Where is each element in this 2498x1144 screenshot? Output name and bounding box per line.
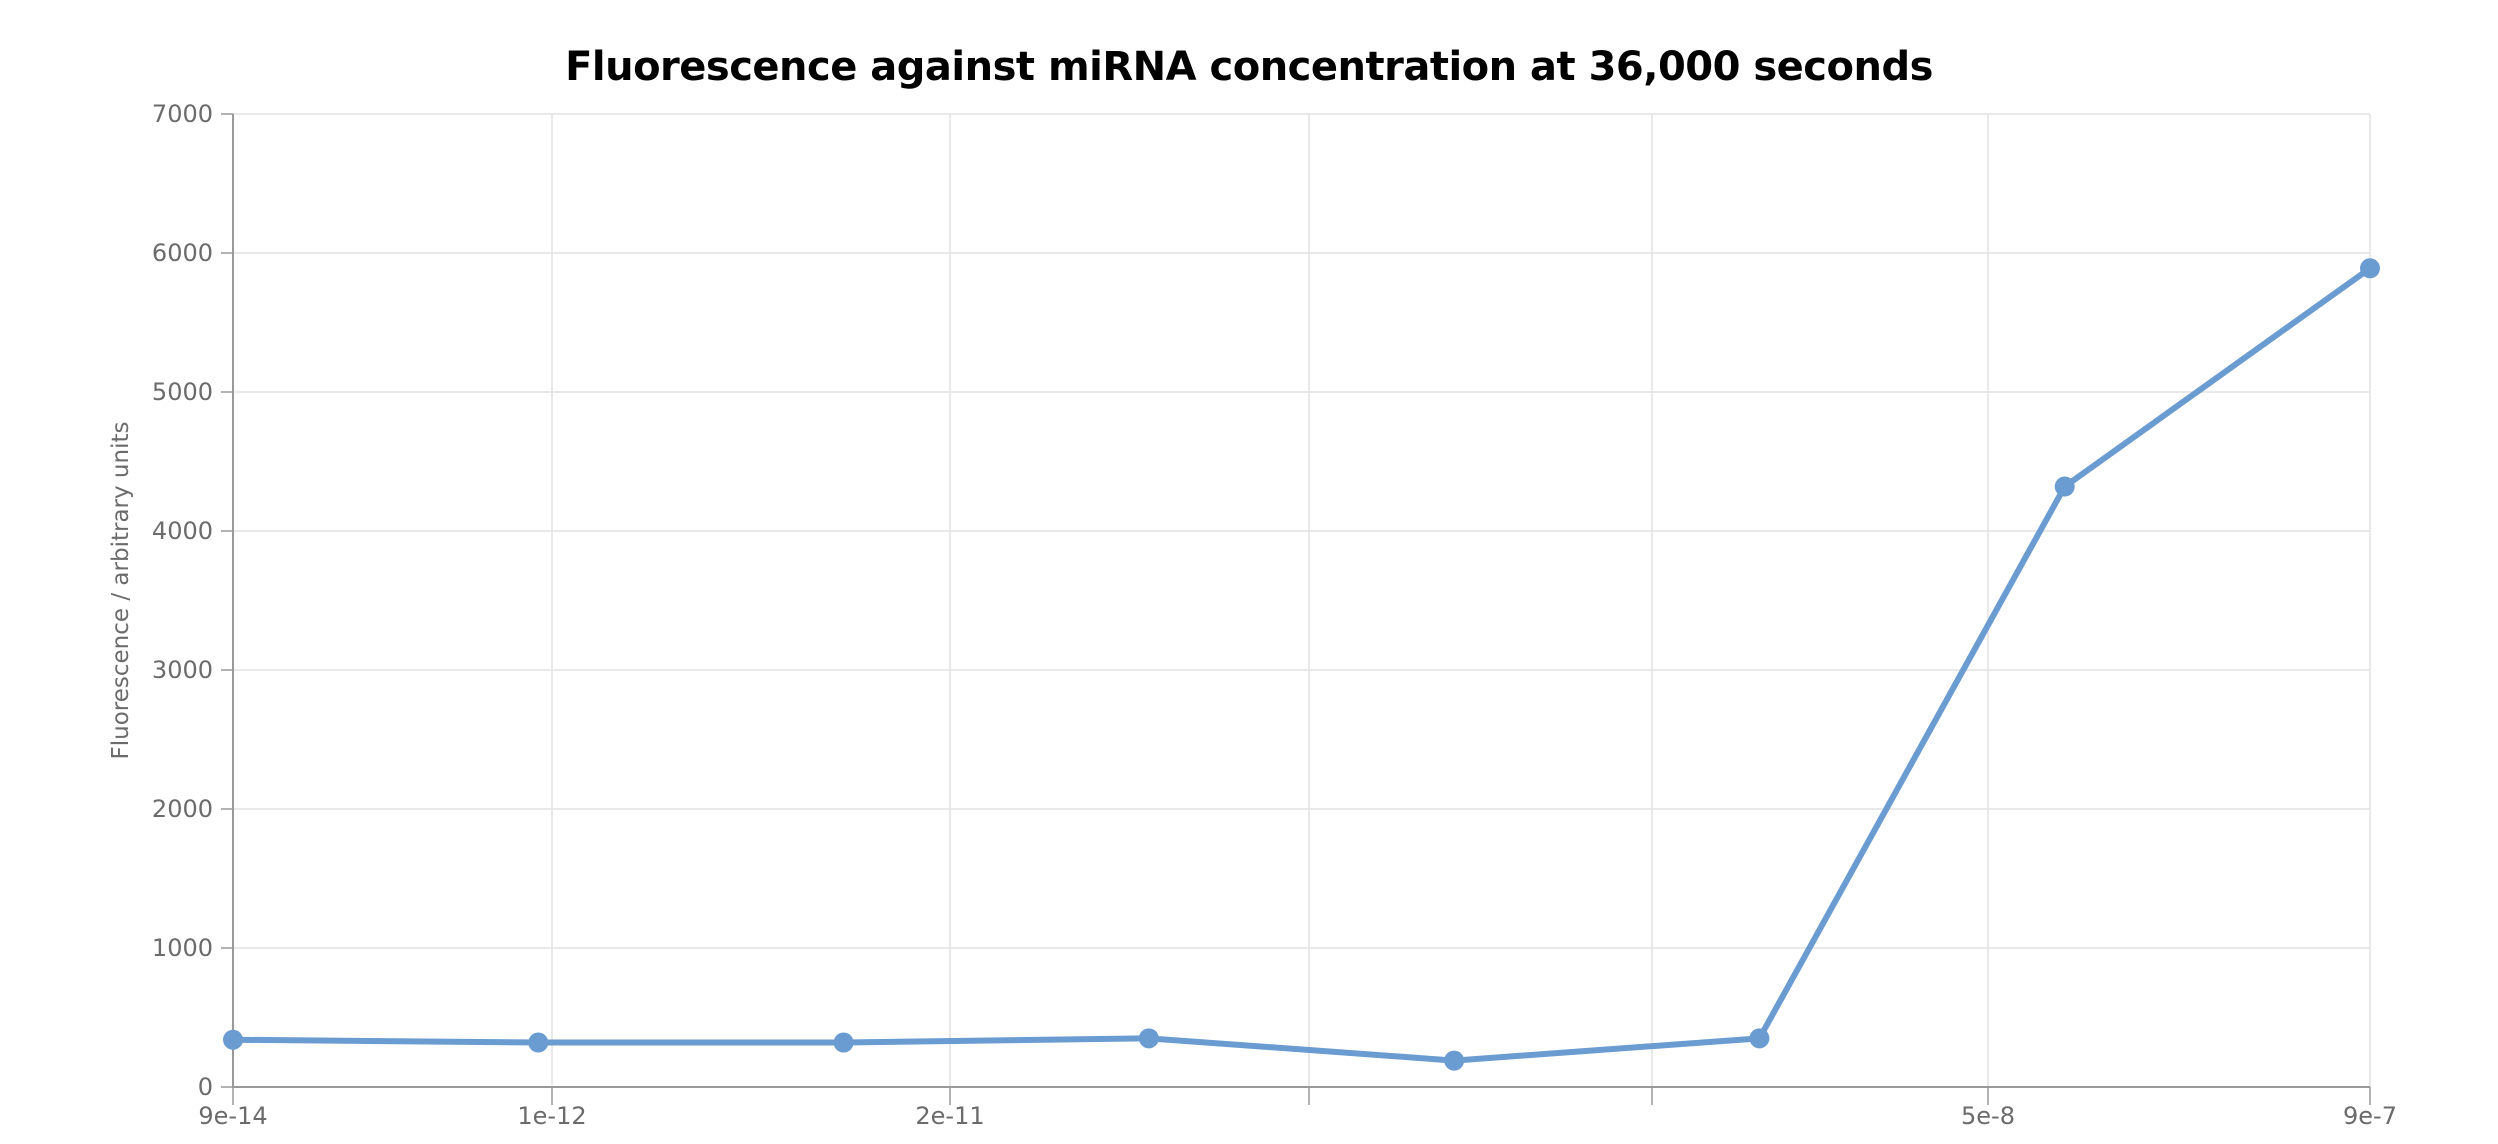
x-tick-label: 2e-11 [915, 1102, 984, 1130]
series-line [230, 265, 2373, 1064]
x-tick-label: 9e-7 [2343, 1102, 2397, 1130]
y-tick-label: 4000 [152, 517, 213, 545]
x-tick-label: 1e-12 [517, 1102, 586, 1130]
data-point[interactable] [1444, 1050, 1465, 1071]
x-tick-label: 9e-14 [198, 1102, 267, 1130]
y-tick-label: 1000 [152, 934, 213, 962]
series-layer [223, 258, 2380, 1071]
axis-layer [221, 113, 2371, 1105]
x-tick-label: 5e-8 [1961, 1102, 2015, 1130]
data-point[interactable] [1749, 1028, 1770, 1049]
chart-title: Fluorescence against miRNA concentration… [565, 44, 1933, 90]
y-tick-label: 7000 [152, 100, 213, 128]
data-point[interactable] [2360, 258, 2380, 279]
data-point[interactable] [223, 1029, 243, 1050]
data-point[interactable] [2054, 476, 2075, 497]
y-tick-label: 3000 [152, 656, 213, 684]
data-point[interactable] [1138, 1028, 1159, 1049]
label-layer: 0 1000 2000 3000 4000 5000 6000 7000 9e-14 1e-12 2… [108, 100, 2397, 1130]
grid-layer [232, 113, 2371, 1088]
y-tick-label: 6000 [152, 239, 213, 267]
y-tick-label: 5000 [152, 378, 213, 406]
data-point[interactable] [528, 1032, 549, 1053]
data-point[interactable] [833, 1032, 854, 1053]
y-tick-label: 0 [198, 1073, 213, 1101]
y-tick-label: 2000 [152, 795, 213, 823]
y-axis-title: Fluorescence / arbitrary units [108, 422, 134, 760]
